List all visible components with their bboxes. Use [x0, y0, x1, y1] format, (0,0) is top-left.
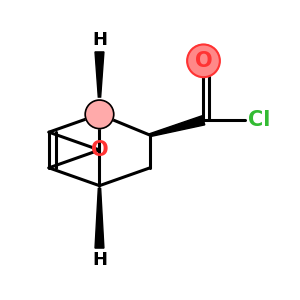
Polygon shape [95, 52, 104, 97]
Text: O: O [91, 140, 108, 160]
Polygon shape [150, 116, 205, 136]
Text: O: O [195, 51, 212, 71]
Text: H: H [92, 31, 107, 49]
Circle shape [187, 44, 220, 77]
Polygon shape [95, 189, 104, 248]
Text: H: H [92, 251, 107, 269]
Text: Cl: Cl [248, 110, 271, 130]
Circle shape [85, 100, 114, 129]
